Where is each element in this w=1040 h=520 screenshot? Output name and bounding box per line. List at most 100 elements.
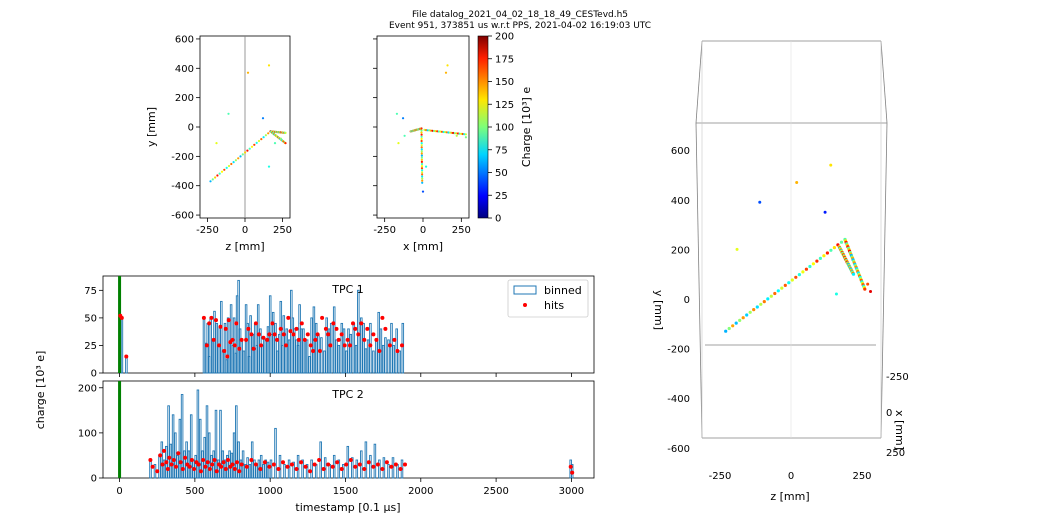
isolated-hit-point bbox=[261, 117, 265, 120]
track-hit-point bbox=[818, 256, 823, 260]
hit-marker bbox=[189, 458, 194, 462]
binned-bar bbox=[209, 317, 212, 374]
isolated-hit-point bbox=[279, 137, 283, 140]
x-tick-label: 3000 bbox=[559, 486, 584, 497]
track-hit-point bbox=[216, 174, 219, 177]
hit-marker bbox=[167, 455, 172, 460]
hit-marker bbox=[253, 321, 258, 326]
track-hit-point bbox=[433, 129, 436, 133]
hit-marker bbox=[326, 332, 331, 337]
hit-marker bbox=[330, 464, 335, 469]
binned-bar bbox=[292, 461, 295, 479]
hit-marker bbox=[180, 467, 185, 471]
track-hit-point bbox=[220, 170, 224, 173]
binned-bar bbox=[332, 306, 336, 374]
hit-marker bbox=[169, 462, 174, 467]
track-hit-point bbox=[738, 318, 742, 322]
binned-bar bbox=[269, 459, 273, 479]
track-hit-point bbox=[808, 264, 812, 269]
hit-marker bbox=[348, 458, 353, 462]
isolated-hit-point bbox=[227, 112, 230, 115]
hit-marker bbox=[171, 458, 176, 462]
binned-bar bbox=[317, 333, 320, 374]
binned-bar bbox=[185, 441, 188, 479]
binned-bar bbox=[396, 464, 399, 479]
track-hit-point bbox=[734, 321, 738, 325]
track-hit-point bbox=[267, 132, 270, 135]
track-hit-point bbox=[839, 240, 844, 244]
hit-marker bbox=[256, 332, 261, 337]
track-hit-point bbox=[420, 152, 423, 155]
hit-marker bbox=[321, 467, 326, 471]
isolated-hit-point bbox=[869, 290, 873, 294]
hit-marker bbox=[178, 460, 183, 465]
binned-bar bbox=[287, 459, 291, 479]
hit-marker bbox=[235, 460, 239, 465]
hit-marker bbox=[230, 462, 235, 467]
hit-marker bbox=[222, 349, 227, 353]
binned-bar bbox=[201, 450, 204, 479]
track-hit-point bbox=[421, 173, 424, 176]
isolated-hit-point bbox=[758, 200, 762, 204]
y-tick-label: -600 bbox=[171, 211, 194, 222]
track-hit-point bbox=[731, 324, 735, 328]
x-tick-label: 0 bbox=[788, 471, 794, 482]
binned-bar bbox=[327, 328, 331, 374]
binned-bar bbox=[274, 427, 277, 479]
hit-marker bbox=[201, 315, 206, 320]
track-hit-point bbox=[257, 139, 261, 143]
track-hit-point bbox=[420, 146, 423, 149]
hit-marker bbox=[403, 462, 407, 467]
track-hit-point bbox=[209, 180, 212, 183]
binned-bar bbox=[253, 459, 256, 479]
binned-bar bbox=[299, 328, 303, 374]
track-hit-point bbox=[232, 161, 235, 164]
hit-marker bbox=[365, 326, 370, 331]
hit-marker bbox=[339, 332, 344, 337]
hit-marker bbox=[302, 337, 307, 342]
track-hit-point bbox=[420, 144, 423, 147]
3d-view-panel: 600 400 200 0 -200 -400 -600 -250 0 250 -250 0 250 z… bbox=[652, 40, 909, 503]
binned-bar bbox=[244, 464, 247, 479]
binned-bar bbox=[220, 300, 223, 374]
legend-binned-swatch bbox=[513, 285, 537, 295]
x-tick-label: -250 bbox=[373, 225, 396, 236]
hit-marker bbox=[348, 343, 352, 348]
hit-marker bbox=[251, 346, 256, 351]
binned-bar bbox=[287, 339, 291, 374]
binned-bar bbox=[372, 350, 375, 374]
binned-bar bbox=[207, 432, 211, 479]
x-tick-label: 250 bbox=[273, 225, 292, 236]
isolated-hit-point bbox=[267, 165, 271, 168]
hit-marker bbox=[317, 349, 322, 353]
binned-bar bbox=[373, 443, 377, 479]
track-hit-point bbox=[790, 278, 794, 282]
track-hit-point bbox=[773, 291, 777, 296]
binned-bar bbox=[264, 459, 267, 479]
track-hit-point bbox=[241, 153, 244, 156]
track-hit-point bbox=[260, 138, 263, 141]
track-hit-point bbox=[759, 302, 763, 306]
track-hit-point bbox=[804, 267, 809, 271]
binned-bar bbox=[360, 317, 363, 374]
track-hit-point bbox=[244, 151, 247, 154]
hit-marker bbox=[211, 337, 216, 342]
binned-bar bbox=[342, 464, 345, 479]
x-tick-label: 0 bbox=[116, 486, 122, 497]
binned-bar bbox=[174, 432, 177, 479]
binned-bar bbox=[401, 322, 405, 374]
hit-marker bbox=[165, 467, 170, 471]
track-hit-point bbox=[811, 262, 816, 266]
hit-marker bbox=[225, 354, 230, 359]
hit-marker bbox=[353, 464, 358, 469]
hit-marker bbox=[158, 453, 163, 458]
binned-bar bbox=[240, 339, 243, 374]
binned-bar bbox=[194, 454, 197, 479]
isolated-hit-point bbox=[823, 210, 827, 214]
hit-marker bbox=[261, 335, 266, 340]
hit-marker bbox=[344, 462, 349, 467]
track-hit-point bbox=[787, 281, 791, 285]
hit-marker bbox=[270, 321, 275, 326]
binned-bar bbox=[366, 339, 370, 374]
